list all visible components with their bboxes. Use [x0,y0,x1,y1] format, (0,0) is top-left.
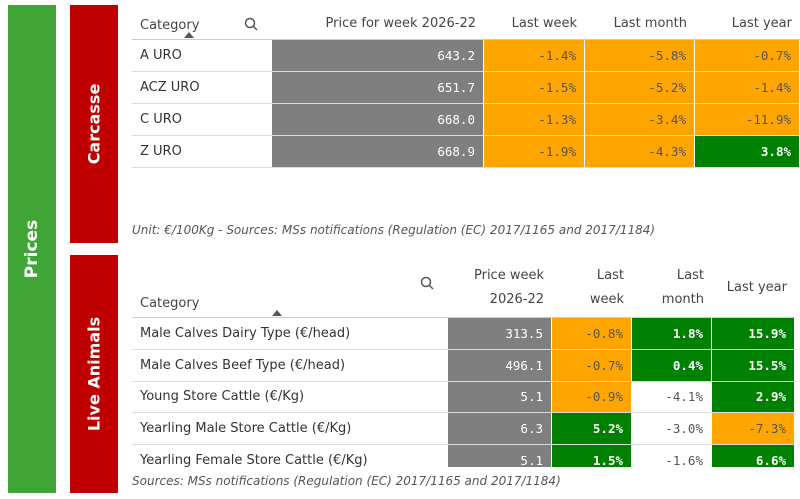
search-icon[interactable] [420,276,434,290]
value-cell: 15.9% [712,318,795,350]
column-header-text: Last year [726,279,787,295]
sidebar: Prices [8,5,56,493]
table: Category Price week 2026-22 Last week Last … [132,258,795,467]
category-cell: Yearling Male Store Cattle (€/Kg) [132,413,448,446]
value-cell: -1.3% [484,104,585,136]
column-header: Last month [632,258,712,318]
value-cell: -4.1% [632,381,712,414]
category-cell: Yearling Female Store Cattle (€/Kg) [132,445,448,467]
value-cell: -4.3% [585,136,695,168]
column-header: Price week 2026-22 [448,258,552,318]
value-cell: 6.3 [448,413,552,446]
column-header-text: Category [140,296,200,311]
value-cell: -1.4% [695,72,800,104]
column-header-text: Category [140,18,200,33]
column-header: Last year [695,8,800,40]
value-cell: 668.9 [272,136,484,168]
section-label-bar: Live Animals [70,255,118,493]
value-cell: -0.8% [552,318,632,350]
value-cell: -0.7% [695,40,800,72]
value-cell: -3.4% [585,104,695,136]
sidebar-label: Prices [22,219,42,279]
table-note: Unit: €/100Kg - Sources: MSs notificatio… [132,223,656,237]
value-cell: 6.6% [712,445,795,467]
value-cell: -1.4% [484,40,585,72]
section-label-bar: Carcasse [70,5,118,243]
column-header-text: Last month [661,267,704,307]
column-header-text: Last month [613,15,687,31]
value-cell: 651.7 [272,72,484,104]
value-cell: 668.0 [272,104,484,136]
value-cell: -7.3% [712,413,795,446]
column-header-text: Last week [589,267,624,307]
value-cell: -5.2% [585,72,695,104]
value-cell: 643.2 [272,40,484,72]
value-cell: 496.1 [448,349,552,382]
value-cell: -0.7% [552,349,632,382]
value-cell: -11.9% [695,104,800,136]
value-cell: 1.5% [552,445,632,467]
category-cell: C URO [132,104,272,136]
column-header: Last month [585,8,695,40]
sort-indicator [272,310,282,316]
value-cell: 2.9% [712,381,795,414]
table-note: Sources: MSs notifications (Regulation (… [132,474,561,488]
category-cell: Male Calves Beef Type (€/head) [132,350,448,382]
value-cell: 5.1 [448,445,552,467]
category-cell: A URO [132,40,272,72]
value-cell: 15.5% [712,349,795,382]
section-label: Carcasse [84,83,104,165]
value-cell: 5.1 [448,381,552,414]
value-cell: -0.9% [552,381,632,414]
category-cell: Young Store Cattle (€/Kg) [132,382,448,414]
section-label: Live Animals [84,316,104,432]
table: Category Price for week 2026-22 Last week L… [132,8,800,171]
category-cell: Z URO [132,136,272,168]
column-header[interactable]: Category [132,258,448,318]
category-cell: Male Calves Dairy Type (€/head) [132,318,448,350]
value-cell: 0.4% [632,349,712,382]
value-cell: -5.8% [585,40,695,72]
value-cell: 5.2% [552,413,632,446]
value-cell: 1.8% [632,318,712,350]
column-header-text: Last week [511,15,577,31]
search-icon[interactable] [244,17,258,31]
column-header: Last week [552,258,632,318]
column-header-text: Last year [731,15,792,31]
column-header: Price for week 2026-22 [272,8,484,40]
value-cell: -1.6% [632,445,712,467]
column-header-text: Price week 2026-22 [473,267,544,307]
sort-indicator [184,32,194,38]
column-header[interactable]: Category [132,8,272,40]
category-cell: ACZ URO [132,72,272,104]
value-cell: -1.9% [484,136,585,168]
value-cell: -1.5% [484,72,585,104]
column-header: Last week [484,8,585,40]
value-cell: 3.8% [695,136,800,168]
value-cell: -3.0% [632,413,712,446]
column-header: Last year [712,258,795,318]
value-cell: 313.5 [448,318,552,350]
column-header-text: Price for week 2026-22 [325,15,476,31]
